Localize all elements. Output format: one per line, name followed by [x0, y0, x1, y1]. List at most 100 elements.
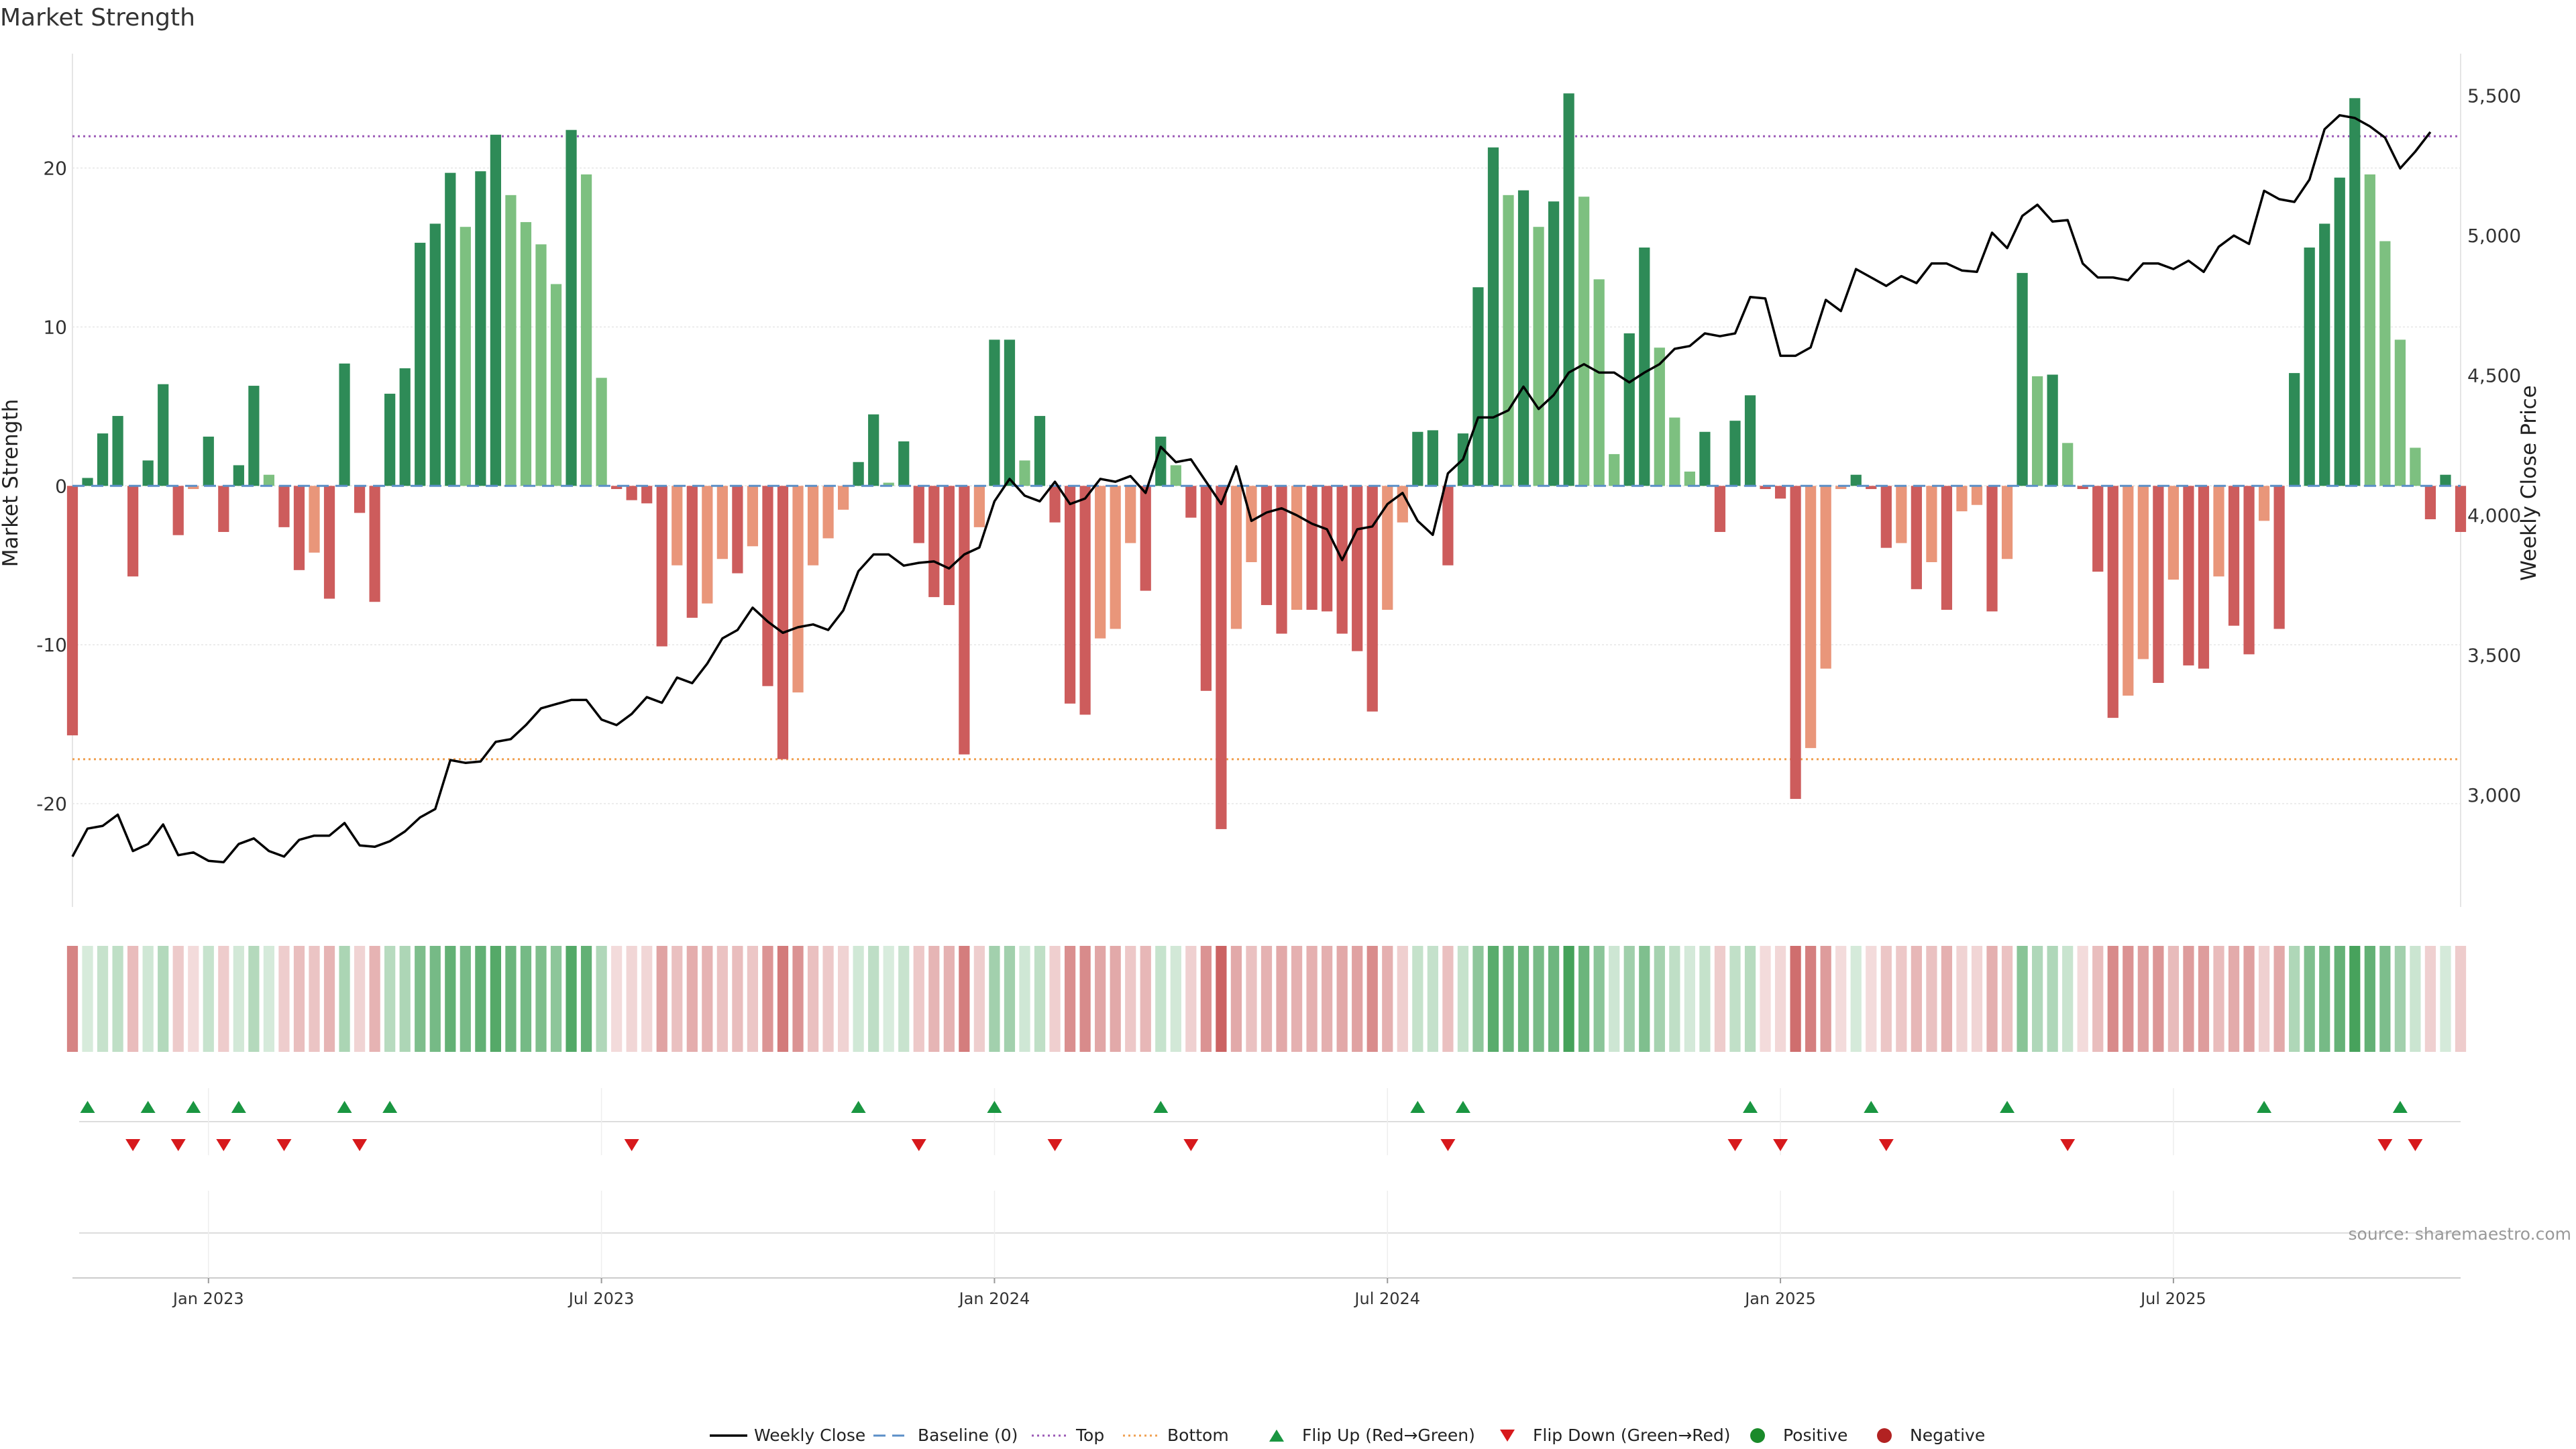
strength-bar [898, 441, 910, 486]
strength-bar [384, 393, 396, 486]
legend-label: Bottom [1167, 1426, 1229, 1445]
strength-bar [1548, 201, 1560, 486]
heat-cell [1654, 946, 1665, 1052]
heat-cell [1669, 946, 1680, 1052]
flip-up-marker [2000, 1101, 2015, 1113]
strength-bar [807, 486, 819, 566]
heat-cell [702, 946, 713, 1052]
heat-cell [2123, 946, 2134, 1052]
heat-cell [2440, 946, 2451, 1052]
heat-cell [2153, 946, 2164, 1052]
heat-cell [1729, 946, 1741, 1052]
heat-cell [323, 946, 335, 1052]
strength-bar [490, 134, 501, 486]
strength-bar [1322, 486, 1333, 612]
heat-cell [1004, 946, 1016, 1052]
strength-bar [2424, 486, 2436, 520]
legend: Weekly Close Baseline (0) Top Bottom Flip Up… [710, 1426, 1985, 1445]
flip-up-marker [80, 1101, 95, 1113]
heat-cell [1790, 946, 1801, 1052]
heat-cell [172, 946, 184, 1052]
right-axis-label: Weekly Close Price [2517, 385, 2541, 581]
strength-bar [1926, 486, 1937, 562]
flip-down-marker [276, 1139, 292, 1151]
strength-bar [626, 486, 637, 500]
heat-cell [1639, 946, 1650, 1052]
heat-cell [973, 946, 985, 1052]
strength-bar [716, 486, 728, 559]
heat-cell [2062, 946, 2074, 1052]
strength-heat-strip [66, 946, 2467, 1052]
heat-cell [2410, 946, 2421, 1052]
heat-cell [2047, 946, 2058, 1052]
legend-dot-icon [1750, 1428, 1765, 1443]
heat-cell [2273, 946, 2285, 1052]
x-tick-label: Jul 2024 [1353, 1289, 1420, 1308]
heat-cell [989, 946, 1000, 1052]
strength-bar [1790, 486, 1801, 799]
strength-bar [1866, 486, 1877, 490]
strength-bar [2243, 486, 2255, 655]
strength-bar [2273, 486, 2285, 629]
strength-bar [520, 222, 532, 486]
strength-bar [1774, 486, 1786, 499]
strength-bar [2455, 486, 2467, 532]
heat-cell [2032, 946, 2043, 1052]
strength-bar [928, 486, 940, 598]
strength-bar [1200, 486, 1212, 691]
strength-bar [2334, 177, 2345, 486]
strength-bar [1533, 227, 1544, 486]
heat-cell [399, 946, 411, 1052]
heat-cell [112, 946, 123, 1052]
strength-bar [535, 244, 547, 486]
strength-bar [959, 486, 970, 755]
right-tick-label: 5,500 [2467, 85, 2521, 107]
heat-cell [611, 946, 623, 1052]
strength-bar [1971, 486, 1983, 505]
heat-cell [248, 946, 260, 1052]
heat-cell [959, 946, 970, 1052]
strength-bar [913, 486, 924, 543]
strength-bar [1230, 486, 1242, 629]
strength-bar [309, 486, 320, 553]
strength-bar [1382, 486, 1393, 610]
left-tick-label: -10 [36, 634, 67, 656]
legend-triangle-up-icon [1269, 1430, 1284, 1442]
heat-cell [263, 946, 275, 1052]
heat-cell [550, 946, 562, 1052]
strength-bar [2137, 486, 2149, 659]
heat-cell [1850, 946, 1862, 1052]
strength-bar [1623, 333, 1635, 486]
heat-cell [1956, 946, 1968, 1052]
heat-cell [2379, 946, 2391, 1052]
strength-bar [641, 486, 653, 504]
legend-item: Flip Up (Red→Green) [1269, 1426, 1475, 1445]
flip-down-marker [170, 1139, 186, 1151]
heat-cell [203, 946, 214, 1052]
heat-cell [1079, 946, 1091, 1052]
heat-cell [1986, 946, 1998, 1052]
flip-up-marker [1743, 1101, 1758, 1113]
strength-bar [1911, 486, 1922, 590]
strength-bar [505, 195, 517, 486]
strength-bar [2304, 247, 2315, 486]
flip-up-marker [1455, 1101, 1470, 1113]
heat-cell [460, 946, 471, 1052]
strength-bar [293, 486, 305, 570]
flip-markers-panel [72, 1088, 2461, 1279]
heat-cell [913, 946, 924, 1052]
heat-cell [732, 946, 743, 1052]
strength-bar [2410, 447, 2421, 486]
strength-bar [2077, 486, 2088, 490]
flip-down-marker [1727, 1139, 1743, 1151]
heat-cell [1472, 946, 1484, 1052]
strength-bar [2440, 474, 2451, 486]
strength-bar [1397, 486, 1408, 523]
strength-bar [2198, 486, 2210, 669]
strength-bar [1729, 421, 1741, 486]
strength-bar [278, 486, 290, 527]
left-axis-label: Market Strength [0, 399, 23, 568]
heat-cell [641, 946, 653, 1052]
heat-cell [2304, 946, 2315, 1052]
heat-cell [520, 946, 532, 1052]
